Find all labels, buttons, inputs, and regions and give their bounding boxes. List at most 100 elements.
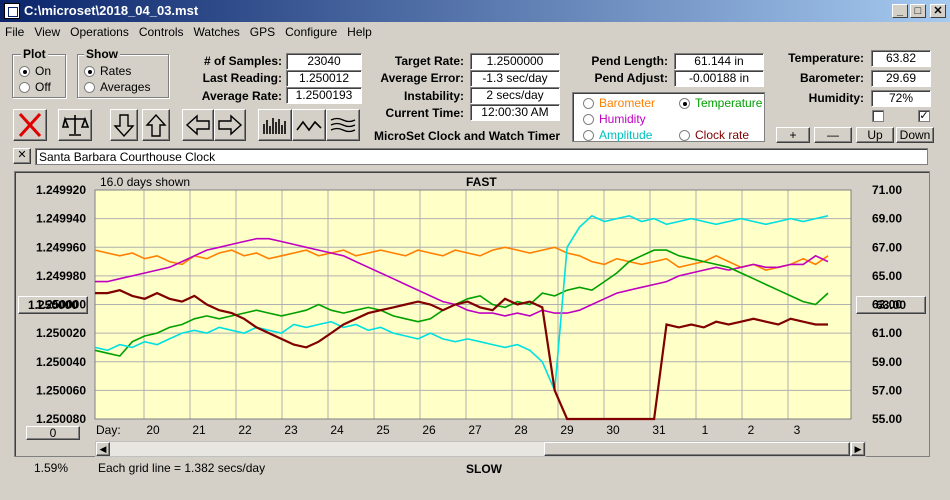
- x-tick: 20: [146, 423, 160, 437]
- close-button[interactable]: ✕: [930, 4, 946, 18]
- current-time-label: Current Time:: [385, 106, 464, 120]
- left-zero-button[interactable]: 0: [26, 426, 80, 440]
- maximize-button[interactable]: □: [910, 4, 926, 18]
- y-right-tick: 55.00: [872, 412, 902, 426]
- y-left-tick: 1.249980: [36, 269, 86, 283]
- radio-icon: [679, 130, 690, 142]
- radio-icon: [583, 98, 594, 110]
- wave-button[interactable]: [292, 109, 326, 141]
- title-bar: C:\microset\2018_04_03.mst _ □ ✕: [0, 0, 950, 22]
- triangle-right-icon: ▶: [854, 444, 862, 454]
- target-rate-field[interactable]: 1.2500000: [470, 53, 560, 70]
- right-value-button[interactable]: 63.00: [856, 296, 926, 314]
- grid-lines: [94, 189, 852, 420]
- y-left-tick: 1.249960: [36, 240, 86, 254]
- x-tick: 27: [468, 423, 482, 437]
- menu-configure[interactable]: Configure: [285, 25, 338, 39]
- sensor-temperature-label: Temperature: [695, 96, 763, 110]
- y-right-tick: 59.00: [872, 355, 902, 369]
- menu-controls[interactable]: Controls: [138, 25, 184, 39]
- plus-button[interactable]: +: [776, 127, 810, 143]
- show-rates-radio[interactable]: Rates: [84, 64, 131, 78]
- left-value-button[interactable]: 1.250000: [18, 296, 88, 314]
- menu-gps[interactable]: GPS: [249, 25, 276, 39]
- scroll-left-button[interactable]: [182, 109, 214, 141]
- plot-on-label: On: [35, 64, 52, 78]
- y-right-tick: 67.00: [872, 240, 902, 254]
- y-right-tick: 61.00: [872, 326, 902, 340]
- sensor-amplitude[interactable]: Amplitude: [583, 128, 652, 142]
- grid-note-label: Each grid line = 1.382 secs/day: [98, 461, 265, 475]
- tick-labels: 1.249920 71.00 1.249940 69.00 1.249960 67.00 1…: [36, 183, 902, 437]
- plot-off-label: Off: [35, 80, 51, 94]
- histogram-button[interactable]: [258, 109, 292, 141]
- humidity-field: 72%: [871, 90, 931, 107]
- y-left-tick: 1.250000: [36, 298, 86, 312]
- right-checkbox[interactable]: ✓: [918, 110, 930, 122]
- arrow-right-icon: [218, 114, 243, 136]
- sensor-temperature[interactable]: Temperature: [679, 96, 762, 110]
- radio-icon: [84, 82, 95, 94]
- pend-length-field[interactable]: 61.144 in: [674, 53, 764, 70]
- pend-length-label: Pend Length:: [591, 54, 668, 68]
- arrow-left-icon: [185, 114, 210, 136]
- x-tick: 21: [192, 423, 206, 437]
- sensor-barometer-label: Barometer: [599, 96, 656, 110]
- clock-name-input[interactable]: Santa Barbara Courthouse Clock: [35, 148, 928, 165]
- menu-file[interactable]: File: [5, 25, 25, 39]
- clear-name-button[interactable]: ✕: [13, 148, 31, 164]
- show-group: Show Rates Averages: [77, 47, 169, 98]
- sensor-clock-rate[interactable]: Clock rate: [679, 128, 749, 142]
- scroll-right-arrow[interactable]: ▶: [851, 442, 865, 456]
- radio-icon: [19, 82, 30, 94]
- scroll-right-button[interactable]: [214, 109, 246, 141]
- left-checkbox[interactable]: [872, 110, 884, 122]
- menu-watches[interactable]: Watches: [193, 25, 240, 39]
- pend-adjust-label: Pend Adjust:: [594, 71, 668, 85]
- scrollbar-thumb[interactable]: [544, 442, 850, 456]
- plot-off-radio[interactable]: Off: [19, 80, 51, 94]
- multi-wave-button[interactable]: [326, 109, 360, 141]
- days-shown-label: 16.0 days shown: [100, 175, 190, 189]
- radio-icon: [583, 114, 594, 126]
- x-tick: 26: [422, 423, 436, 437]
- sensor-selector: Barometer Temperature Humidity Amplitude…: [572, 92, 765, 142]
- samples-label: # of Samples:: [203, 54, 282, 68]
- average-error-label: Average Error:: [380, 71, 464, 85]
- series-line-4: [95, 289, 828, 421]
- average-error-field: -1.3 sec/day: [470, 70, 560, 87]
- shift-up-button[interactable]: [142, 109, 170, 141]
- current-time-field: 12:00:30 AM: [470, 104, 560, 121]
- x-tick: 24: [330, 423, 344, 437]
- plot-on-radio[interactable]: On: [19, 64, 51, 78]
- close-icon: ✕: [17, 149, 27, 161]
- y-right-tick: 63.00: [872, 298, 902, 312]
- fast-label: FAST: [466, 175, 497, 189]
- menu-view[interactable]: View: [34, 25, 61, 39]
- minimize-button[interactable]: _: [892, 4, 908, 18]
- scroll-left-arrow[interactable]: ◀: [96, 442, 110, 456]
- data-series: [94, 214, 829, 421]
- up-button[interactable]: Up: [856, 127, 894, 143]
- down-button[interactable]: Down: [896, 127, 934, 143]
- sensor-barometer[interactable]: Barometer: [583, 96, 655, 110]
- plot-group: Plot On Off: [12, 47, 66, 98]
- app-label: MicroSet Clock and Watch Timer: [374, 129, 561, 143]
- horizontal-scrollbar[interactable]: ◀ ▶: [95, 441, 866, 457]
- instability-field: 2 secs/day: [470, 87, 560, 104]
- wave-icon: [296, 120, 322, 132]
- stop-button[interactable]: [13, 109, 47, 141]
- show-averages-radio[interactable]: Averages: [84, 80, 150, 94]
- menu-operations[interactable]: Operations: [70, 25, 129, 39]
- balance-button[interactable]: [58, 109, 92, 141]
- menu-help[interactable]: Help: [347, 25, 372, 39]
- average-rate-field: 1.2500193: [286, 87, 362, 104]
- plot-border: [94, 189, 852, 420]
- show-group-caption: Show: [84, 47, 120, 61]
- minus-button[interactable]: —: [814, 127, 852, 143]
- triangle-left-icon: ◀: [99, 444, 107, 454]
- shift-down-button[interactable]: [110, 109, 138, 141]
- sensor-humidity[interactable]: Humidity: [583, 112, 646, 126]
- day-label: Day:: [96, 423, 121, 437]
